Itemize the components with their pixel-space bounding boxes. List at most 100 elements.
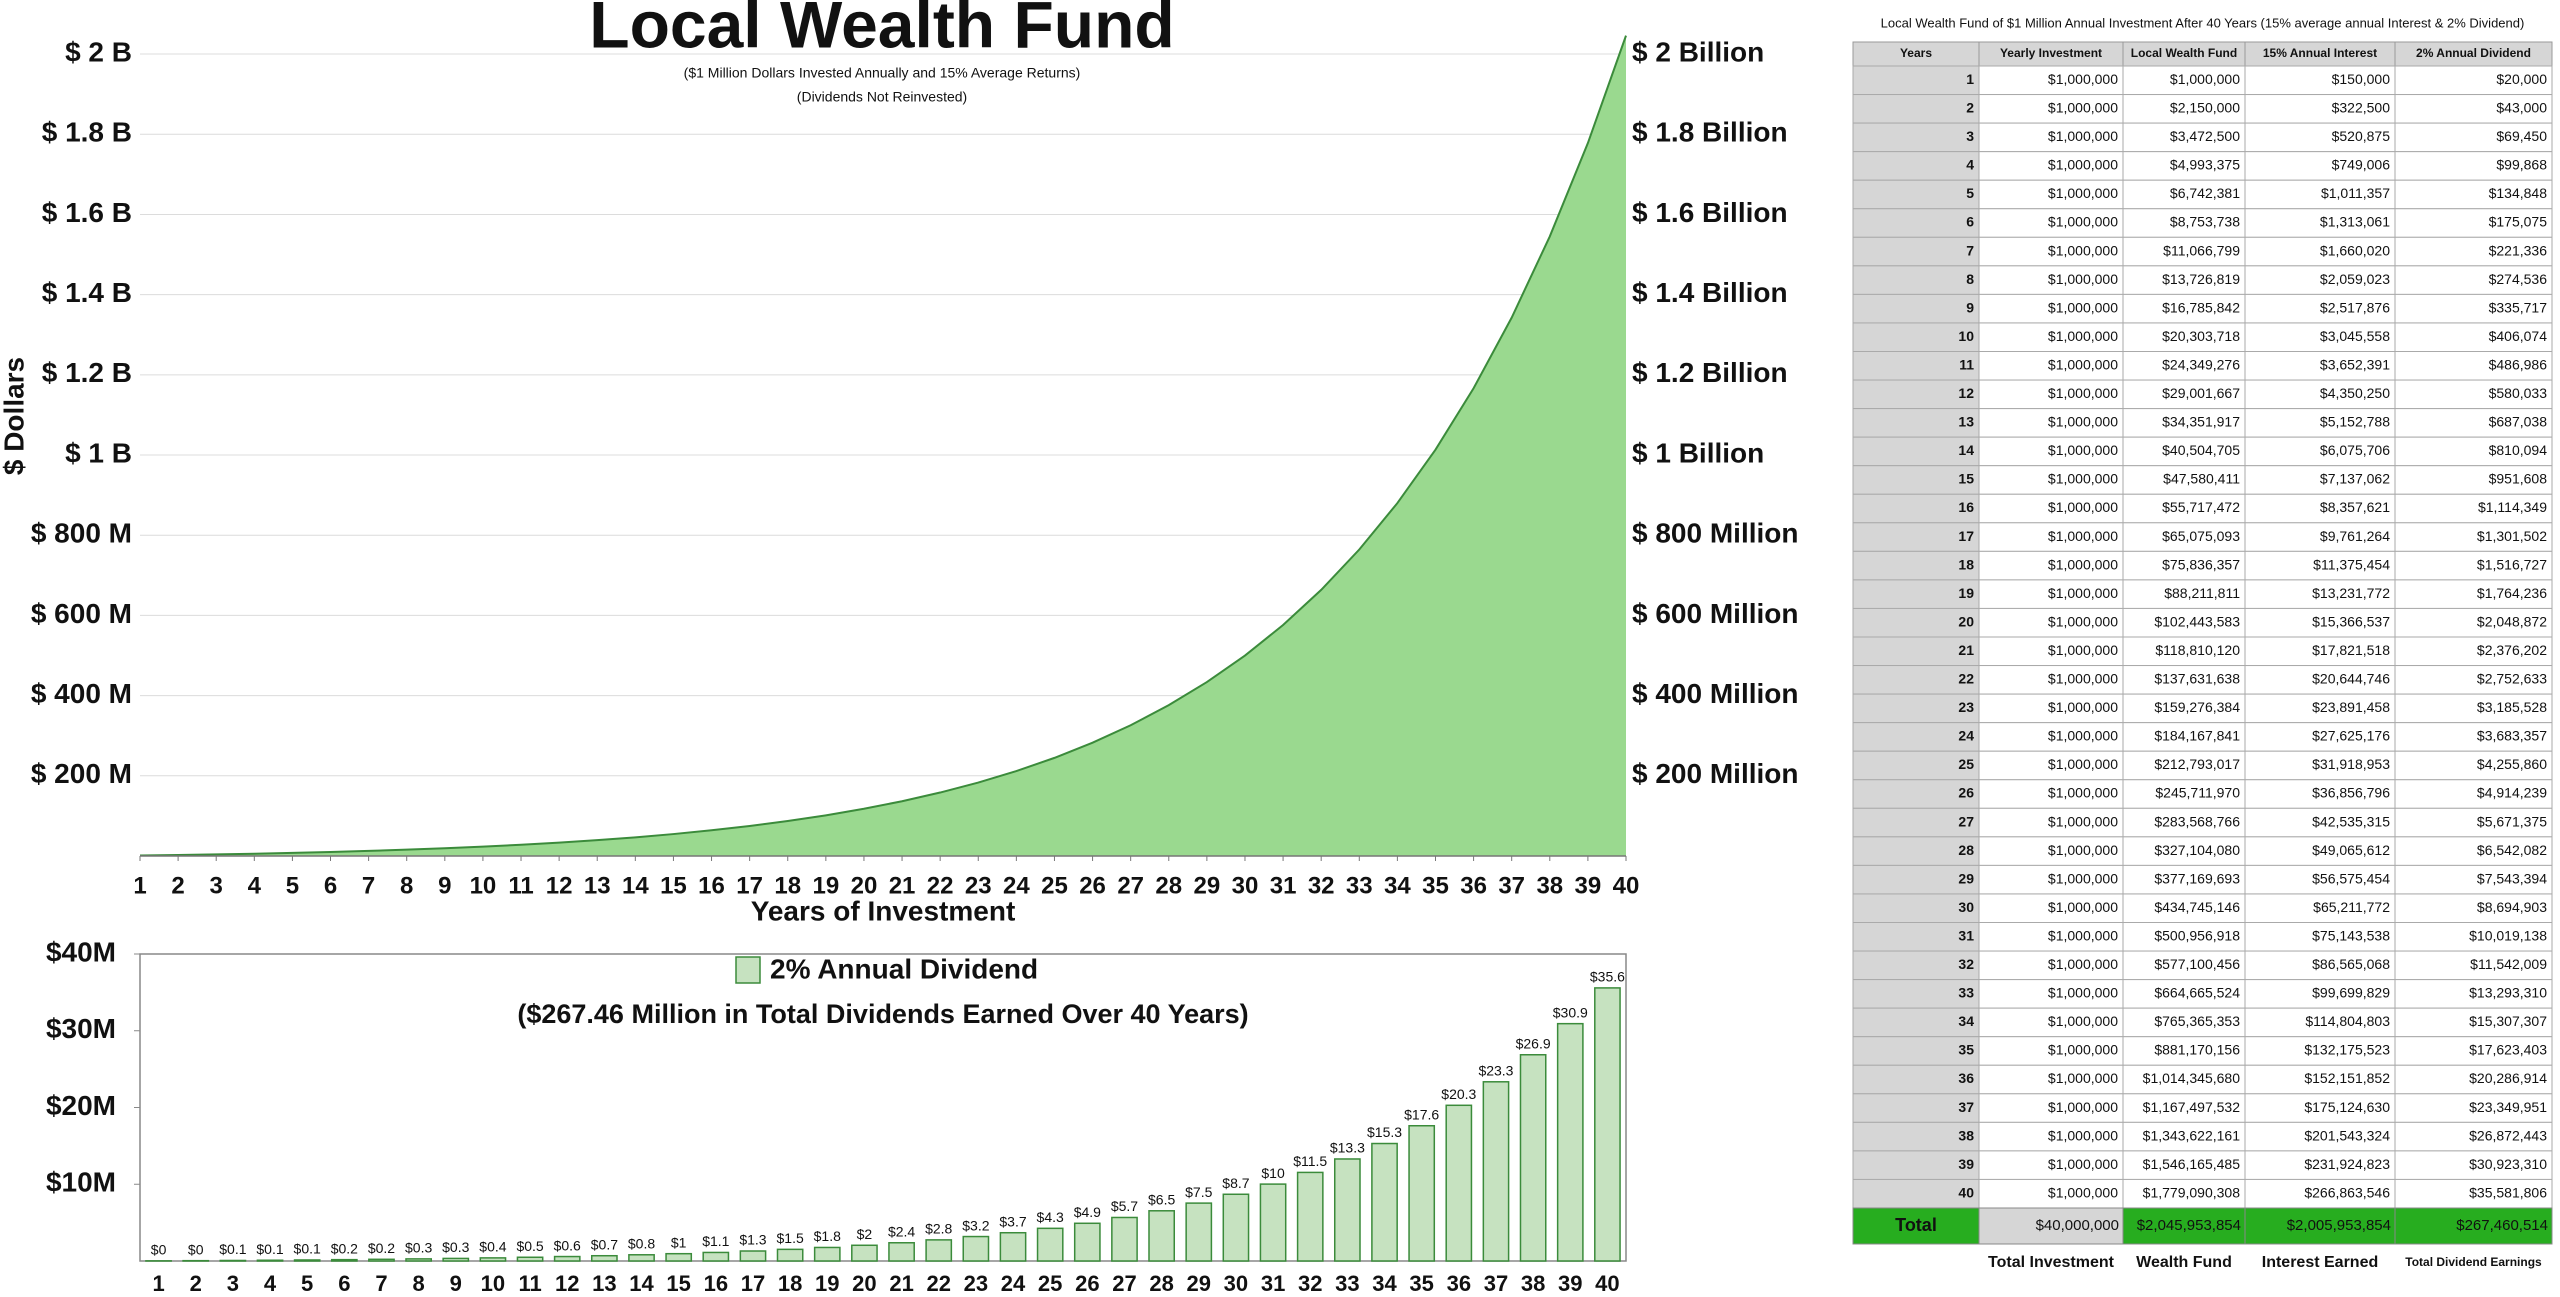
cell-text: $20,303,718 <box>2162 328 2240 344</box>
cell <box>2244 1093 2396 1123</box>
cell <box>2394 807 2553 838</box>
cell <box>2244 522 2396 552</box>
cell <box>2244 750 2396 781</box>
cell <box>2122 1121 2246 1152</box>
cell-text: $29,001,667 <box>2162 385 2240 401</box>
cell-text: $1,000,000 <box>2048 728 2118 744</box>
cell <box>2394 322 2553 353</box>
x-tick-label: 30 <box>1224 1271 1248 1296</box>
cell-text: $245,711,970 <box>2155 785 2240 801</box>
cell-text: $231,924,823 <box>2304 1156 2390 1172</box>
cell <box>2122 693 2246 724</box>
cell-text: 11 <box>1959 356 1974 372</box>
x-tick-label: 17 <box>736 872 763 899</box>
cell-text: $1,660,020 <box>2320 242 2390 258</box>
value-label: $23.3 <box>1478 1062 1513 1078</box>
value-label: $20.3 <box>1441 1086 1476 1102</box>
cell-text: $327,104,080 <box>2154 842 2240 858</box>
cell <box>1978 208 2124 238</box>
total-cell <box>1978 1207 2124 1245</box>
cell <box>1978 836 2124 866</box>
cell-text: $1,516,727 <box>2477 556 2547 572</box>
cell-text: $1,000,000 <box>2048 585 2118 601</box>
bar <box>628 1254 655 1262</box>
cell-text: $56,575,454 <box>2312 870 2390 886</box>
y-tick-label: $ 1.2 B <box>42 357 132 388</box>
x-tick-label: 35 <box>1409 1271 1433 1296</box>
bar <box>1445 1104 1473 1262</box>
y-tick-label: $ 2 B <box>65 36 132 67</box>
value-label: $1.5 <box>777 1230 804 1246</box>
x-tick-label: 15 <box>660 872 687 899</box>
cell <box>1852 293 1980 324</box>
total-cell <box>2122 1207 2246 1245</box>
cell-text: $1,000,000 <box>2048 185 2118 201</box>
cell-text: $283,568,766 <box>2154 813 2240 829</box>
x-tick-label: 30 <box>1232 872 1259 899</box>
cell-text: $1,000,000 <box>2048 71 2118 87</box>
value-label: $0.1 <box>256 1241 283 1257</box>
cell-text: $20,644,746 <box>2312 671 2390 687</box>
cell-text: $9,761,264 <box>2320 528 2390 544</box>
bar <box>553 1255 581 1262</box>
cell <box>2244 693 2396 724</box>
x-tick-label: 15 <box>666 1271 690 1296</box>
bar <box>1222 1193 1250 1262</box>
y-tick-label: $ 1.4 B <box>42 277 132 308</box>
cell-text: 15 <box>1958 471 1974 487</box>
bar <box>1148 1210 1176 1262</box>
cell <box>1852 65 1980 96</box>
bar <box>1259 1183 1287 1262</box>
cell-text: $5,152,788 <box>2320 414 2390 430</box>
cell <box>2394 950 2553 981</box>
bar <box>442 1257 470 1262</box>
cell <box>1852 379 1980 410</box>
x-tick-label: 29 <box>1187 1271 1211 1296</box>
cell <box>2244 636 2396 667</box>
bar <box>330 1258 358 1262</box>
cell-text: $1,000,000 <box>2048 1042 2118 1058</box>
cell <box>2394 65 2553 96</box>
cell-text: $4,255,860 <box>2477 756 2547 772</box>
cell-text: $69,450 <box>2496 128 2547 144</box>
cell-text: $42,535,315 <box>2312 813 2390 829</box>
footer-label: Total Investment <box>1988 1254 2115 1271</box>
bar <box>665 1252 693 1262</box>
cell-text: 26 <box>1958 785 1974 801</box>
cell-text: $150,000 <box>2332 71 2391 87</box>
legend-label: 2% Annual Dividend <box>770 953 1038 984</box>
total-text: $40,000,000 <box>2036 1217 2119 1234</box>
cell <box>2122 379 2246 410</box>
column-header: Local Wealth Fund <box>2131 46 2237 60</box>
y2-tick-label: $ 1.2 Billion <box>1632 357 1788 388</box>
cell <box>2244 351 2396 381</box>
cell <box>1852 122 1980 153</box>
cell-text: $3,652,391 <box>2320 356 2390 372</box>
cell-text: 37 <box>1958 1099 1974 1115</box>
cell-text: 14 <box>1958 442 1974 458</box>
cell-text: 34 <box>1958 1013 1974 1029</box>
cell <box>2394 750 2553 781</box>
cell-text: $212,793,017 <box>2154 756 2240 772</box>
cell-text: $1,000,000 <box>2048 671 2118 687</box>
cell <box>1978 550 2124 581</box>
y-tick-label: $40M <box>46 936 116 967</box>
y2-tick-label: $ 200 Million <box>1632 758 1799 789</box>
column-header: Years <box>1900 46 1932 60</box>
cell <box>2244 236 2396 267</box>
cell-text: $1,000,000 <box>2048 356 2118 372</box>
x-tick-label: 24 <box>1001 1271 1026 1296</box>
cell <box>2394 579 2553 609</box>
cell-text: $1,000,000 <box>2048 642 2118 658</box>
cell-text: $31,918,953 <box>2312 756 2390 772</box>
value-label: $7.5 <box>1185 1184 1212 1200</box>
x-tick-label: 20 <box>851 872 878 899</box>
cell <box>1852 1093 1980 1123</box>
cell-text: $5,671,375 <box>2477 813 2547 829</box>
cell <box>2244 493 2396 524</box>
y-tick-label: $10M <box>46 1167 116 1198</box>
total-cell <box>2394 1207 2553 1245</box>
cell-text: $765,365,353 <box>2154 1013 2240 1029</box>
x-tick-label: 28 <box>1155 872 1182 899</box>
y2-tick-label: $ 1.6 Billion <box>1632 197 1788 228</box>
